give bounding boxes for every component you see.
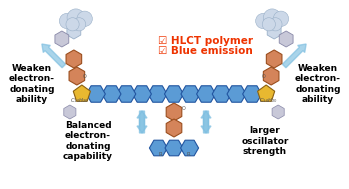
Polygon shape [263,67,279,85]
Polygon shape [227,86,246,102]
FancyArrow shape [201,111,211,133]
Circle shape [67,9,85,26]
Polygon shape [166,119,182,137]
FancyArrow shape [282,44,306,68]
Polygon shape [266,50,282,68]
Polygon shape [181,86,200,102]
Polygon shape [212,86,231,102]
Polygon shape [267,23,281,39]
Polygon shape [117,86,136,102]
FancyArrow shape [201,111,211,133]
Polygon shape [64,105,76,119]
Circle shape [59,13,75,29]
Text: $C_{10}H_{20}$: $C_{10}H_{20}$ [70,96,89,105]
Text: ☑ Blue emission: ☑ Blue emission [158,46,253,56]
Polygon shape [180,140,199,156]
Polygon shape [258,85,275,101]
Polygon shape [272,105,284,119]
Text: O: O [182,106,186,111]
Polygon shape [164,86,184,102]
Polygon shape [148,86,167,102]
Polygon shape [55,31,69,47]
Text: Balanced
electron-
donating
capability: Balanced electron- donating capability [63,121,113,161]
Text: O: O [83,74,87,79]
Text: larger
oscillator
strength: larger oscillator strength [241,126,289,156]
Circle shape [269,18,282,31]
Polygon shape [73,85,90,101]
Polygon shape [132,86,151,102]
Text: $C_{10}H_{20}$: $C_{10}H_{20}$ [259,96,277,105]
FancyArrow shape [137,111,147,133]
Circle shape [66,18,79,31]
Polygon shape [149,140,168,156]
Circle shape [256,13,271,29]
FancyArrow shape [42,44,66,68]
Polygon shape [279,31,293,47]
Polygon shape [67,23,81,39]
Circle shape [73,18,86,31]
Circle shape [273,11,289,26]
Text: R: R [158,152,162,157]
Circle shape [262,18,275,31]
Polygon shape [196,86,216,102]
Polygon shape [165,140,183,156]
Circle shape [263,9,281,26]
Polygon shape [86,86,105,102]
Polygon shape [66,50,82,68]
Polygon shape [69,67,85,85]
Polygon shape [102,86,121,102]
Circle shape [77,11,92,26]
Polygon shape [166,103,182,121]
Text: Weaken
electron-
donating
ability: Weaken electron- donating ability [295,64,341,104]
Text: Weaken
electron-
donating
ability: Weaken electron- donating ability [9,64,55,104]
Text: R: R [186,152,190,157]
Text: ☑ HLCT polymer: ☑ HLCT polymer [158,36,253,46]
Text: O: O [261,74,265,79]
FancyArrow shape [137,111,147,133]
Polygon shape [243,86,262,102]
